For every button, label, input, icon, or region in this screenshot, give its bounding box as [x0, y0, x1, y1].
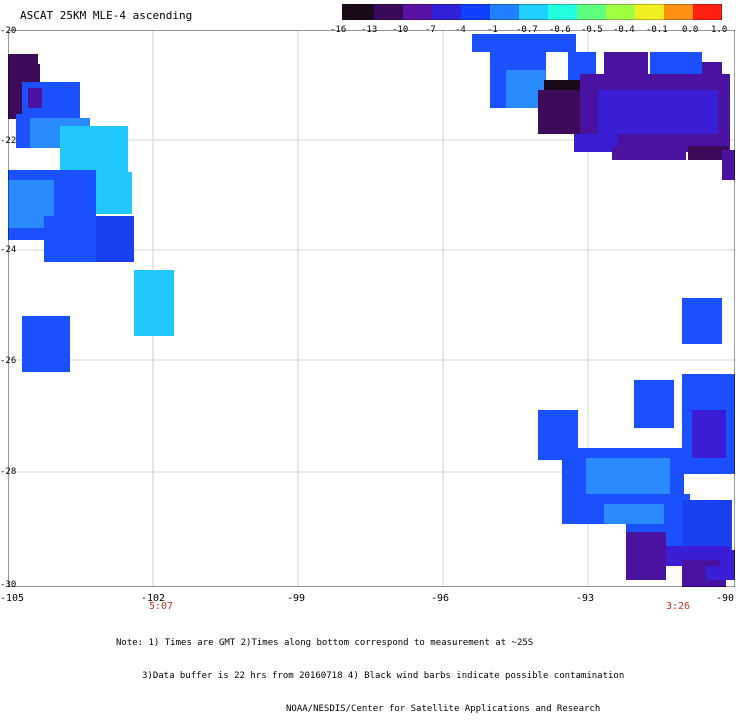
lon-label: -105: [0, 593, 25, 604]
wind-map: [8, 30, 735, 587]
lat-label: -30: [0, 580, 17, 590]
data-cell: [634, 380, 674, 428]
lat-label: -22: [0, 136, 17, 146]
colorbar-swatch: [693, 4, 722, 20]
time-label: 3:26: [666, 601, 691, 612]
data-cell: [682, 298, 722, 344]
lon-label: -102: [141, 593, 166, 604]
data-cell: [612, 146, 686, 160]
footnote-line: Note: 1) Times are GMT 2)Times along bot…: [116, 638, 534, 648]
colorbar: [342, 4, 722, 20]
data-cell: [598, 90, 718, 134]
colorbar-swatch: [548, 4, 577, 20]
data-cell: [720, 550, 735, 580]
data-cell: [22, 316, 70, 372]
data-cell: [574, 134, 618, 152]
lon-label: -90: [716, 593, 735, 604]
footnote-line: NOAA/NESDIS/Center for Satellite Applica…: [286, 704, 601, 714]
left-swath: [8, 54, 174, 372]
colorbar-swatch: [664, 4, 693, 20]
upper-right-swath: [472, 34, 735, 180]
data-cell: [692, 410, 726, 458]
data-cell: [604, 504, 664, 524]
data-cell: [28, 64, 40, 86]
data-cell: [96, 172, 132, 214]
data-cell: [626, 532, 666, 580]
lat-label: -26: [0, 356, 17, 366]
data-cell: [28, 88, 42, 108]
colorbar-swatch: [635, 4, 664, 20]
lat-label: -20: [0, 26, 17, 36]
data-cell: [688, 146, 728, 160]
lon-label: -96: [431, 593, 450, 604]
data-cell: [538, 90, 586, 134]
data-cell: [16, 114, 30, 148]
lat-label: -24: [0, 245, 17, 255]
colorbar-swatch: [374, 4, 403, 20]
data-cell: [586, 458, 670, 494]
lat-label: -28: [0, 467, 17, 477]
colorbar-swatch: [403, 4, 432, 20]
colorbar-swatch: [606, 4, 635, 20]
footnote-line: 3)Data buffer is 22 hrs from 20160718 4)…: [142, 671, 625, 681]
lon-label: -93: [576, 593, 595, 604]
time-label: 5:07: [149, 601, 174, 612]
colorbar-swatch: [490, 4, 519, 20]
colorbar-swatch: [519, 4, 548, 20]
colorbar-swatch: [577, 4, 606, 20]
data-cell: [96, 216, 134, 262]
data-cell: [650, 52, 702, 74]
data-cell: [134, 270, 174, 336]
data-cell: [682, 500, 732, 554]
colorbar-swatch: [432, 4, 461, 20]
data-cell: [722, 150, 735, 180]
data-cell: [604, 52, 648, 78]
lower-right-swath: [538, 298, 735, 587]
footnote: Note: 1) Times are GMT 2)Times along bot…: [116, 616, 624, 726]
map-title: ASCAT 25KM MLE-4 ascending: [20, 9, 193, 22]
colorbar-swatch: [461, 4, 490, 20]
colorbar-swatch: [342, 4, 374, 20]
lon-label: -99: [287, 593, 306, 604]
data-cell: [472, 34, 576, 52]
